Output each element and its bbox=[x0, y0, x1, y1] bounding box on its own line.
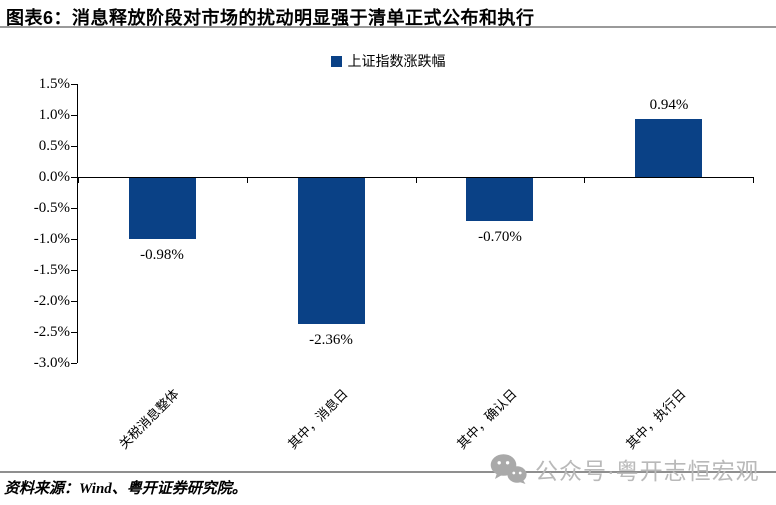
x-axis-tick bbox=[584, 178, 585, 183]
y-axis-tick bbox=[71, 115, 77, 116]
y-axis-tick-label: 1.5% bbox=[38, 76, 70, 92]
x-axis-zero-line bbox=[77, 177, 754, 178]
chart-title: 图表6：消息释放阶段对市场的扰动明显强于清单正式公布和执行 bbox=[6, 8, 535, 28]
footer-divider-line bbox=[0, 471, 776, 473]
bar-value-label: -0.98% bbox=[140, 247, 184, 263]
y-axis-tick-label: -1.0% bbox=[33, 231, 70, 247]
y-axis-tick bbox=[71, 84, 77, 85]
watermark: 公众号·粤开志恒宏观 bbox=[490, 452, 760, 486]
y-axis-tick bbox=[71, 301, 77, 302]
legend-swatch-icon bbox=[330, 55, 342, 67]
wechat-icon bbox=[490, 453, 527, 484]
y-axis-line bbox=[77, 84, 78, 363]
x-axis-category-label: 其中，确认日 bbox=[453, 386, 520, 452]
y-axis-tick bbox=[71, 146, 77, 147]
y-axis-tick bbox=[71, 208, 77, 209]
y-axis-tick bbox=[71, 363, 77, 364]
x-axis-tick bbox=[753, 178, 754, 183]
bar bbox=[298, 178, 365, 324]
bar bbox=[635, 118, 702, 177]
y-axis-tick-label: 0.5% bbox=[38, 138, 70, 154]
y-axis-tick-label: -1.5% bbox=[33, 262, 70, 278]
bar bbox=[129, 178, 196, 239]
watermark-text: 公众号·粤开志恒宏观 bbox=[535, 458, 760, 484]
bar-value-label: -2.36% bbox=[309, 332, 353, 348]
y-axis-tick-label: 0.0% bbox=[38, 169, 70, 185]
x-axis-tick bbox=[78, 178, 79, 183]
y-axis-tick bbox=[71, 177, 77, 178]
x-axis-tick bbox=[247, 178, 248, 183]
bar-value-label: 0.94% bbox=[649, 97, 689, 113]
bar bbox=[466, 178, 533, 221]
y-axis-tick-label: -3.0% bbox=[33, 355, 70, 371]
legend-label: 上证指数涨跌幅 bbox=[347, 53, 446, 69]
x-axis-category-label: 关税消息整体 bbox=[115, 386, 182, 452]
x-axis-tick bbox=[416, 178, 417, 183]
y-axis-tick bbox=[71, 332, 77, 333]
chart-legend: 上证指数涨跌幅 bbox=[0, 51, 776, 71]
y-axis-tick-label: 1.0% bbox=[38, 107, 70, 123]
y-axis-tick-label: -2.5% bbox=[33, 324, 70, 340]
y-axis-tick-label: -2.0% bbox=[33, 293, 70, 309]
source-note: 资料来源：Wind、粤开证券研究院。 bbox=[4, 481, 247, 497]
y-axis-tick bbox=[71, 270, 77, 271]
y-axis-tick-label: -0.5% bbox=[33, 200, 70, 216]
x-axis-category-label: 其中，消息日 bbox=[284, 386, 351, 452]
y-axis-tick bbox=[71, 239, 77, 240]
title-divider-line bbox=[0, 26, 776, 28]
x-axis-category-label: 其中，执行日 bbox=[622, 386, 689, 452]
bar-value-label: -0.70% bbox=[478, 229, 522, 245]
